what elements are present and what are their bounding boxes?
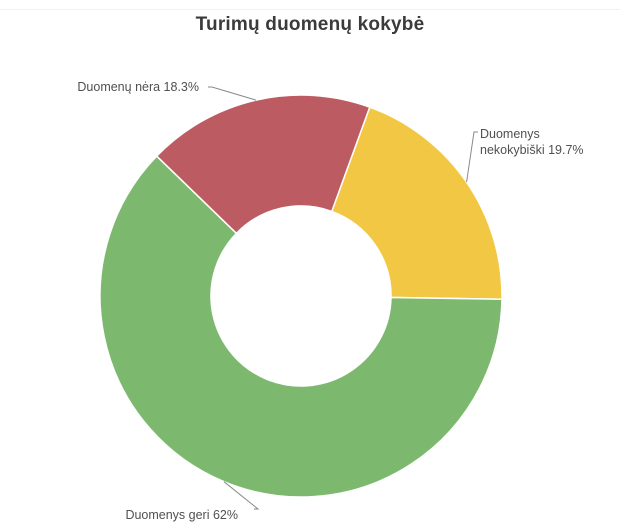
slice-label-1: Duomenys geri 62% [125,508,238,522]
slice-0[interactable] [330,106,503,300]
label-group: Duomenys nekokybiški 19.7% Duomenys geri 6… [77,80,583,522]
slice-label-2-line-0: Duomenų nėra 18.3% [77,80,199,94]
leader-line-2 [208,86,257,101]
slice-2[interactable] [155,94,371,235]
leader-line-1 [223,481,260,510]
top-divider [0,9,620,10]
slice-label-2: Duomenų nėra 18.3% [77,80,199,94]
leader-line-0 [466,131,478,183]
slice-label-0-line-1: nekokybiški 19.7% [480,143,584,157]
slice-label-0: Duomenys nekokybiški 19.7% [480,127,584,157]
chart-title: Turimų duomenų kokybė [195,14,425,35]
slice-group [99,94,503,498]
slice-1[interactable] [99,155,503,498]
slice-label-1-line-0: Duomenys geri 62% [125,508,238,522]
slice-label-0-line-0: Duomenys [480,127,540,141]
